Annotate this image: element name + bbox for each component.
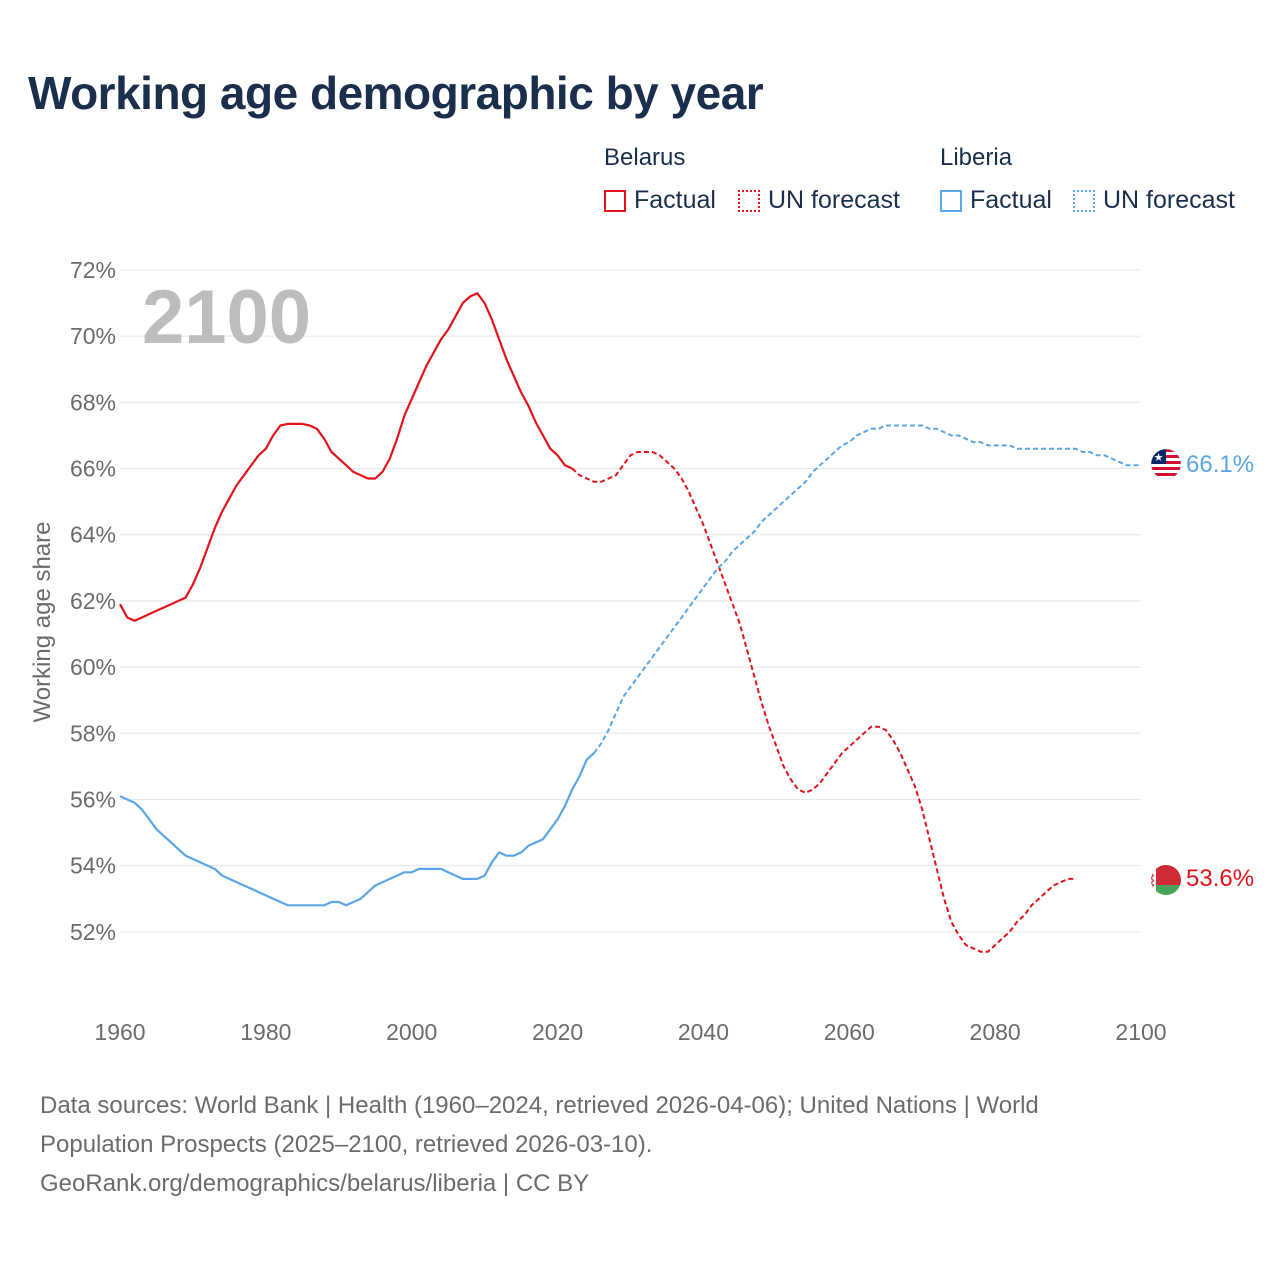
x-tick-label: 2060 xyxy=(824,1019,875,1045)
x-axis-ticks: 1960 1980 2000 2020 2040 2060 2080 2100 xyxy=(94,1019,1166,1045)
x-tick-label: 2080 xyxy=(970,1019,1021,1045)
belarus-forecast-line xyxy=(571,451,1076,953)
legend-label: UN forecast xyxy=(768,186,900,214)
belarus-end-label: 53.6% xyxy=(1186,865,1254,892)
y-tick-label: 62% xyxy=(70,588,116,614)
x-tick-label: 2000 xyxy=(386,1019,437,1045)
legend-label: Factual xyxy=(970,186,1052,214)
y-tick-label: 58% xyxy=(70,720,116,746)
legend-swatch-solid xyxy=(604,189,626,212)
legend-group-liberia: Liberia xyxy=(940,144,1013,171)
x-tick-label: 2040 xyxy=(678,1019,729,1045)
legend-belarus-forecast[interactable]: UN forecast xyxy=(738,186,900,215)
y-tick-label: 70% xyxy=(70,323,116,349)
chart-title: Working age demographic by year xyxy=(28,67,764,119)
y-tick-label: 60% xyxy=(70,654,116,680)
grid-lines xyxy=(120,269,1141,933)
svg-text:★: ★ xyxy=(1154,452,1164,464)
liberia-flag-icon: ★ xyxy=(1150,448,1182,480)
y-tick-label: 68% xyxy=(70,389,116,415)
liberia-forecast-line xyxy=(593,424,1141,754)
line-chart: 52%54%56%58%60%62%64%66%68%70%72% 1960 19… xyxy=(29,257,1254,1045)
belarus-factual-line xyxy=(119,292,573,622)
liberia-end-label: 66.1% xyxy=(1186,451,1254,478)
y-tick-label: 72% xyxy=(70,257,116,283)
data-sources: Data sources: World Bank | Health (1960–… xyxy=(40,1086,1220,1203)
legend-swatch-dotted xyxy=(738,189,760,212)
x-tick-label: 2100 xyxy=(1115,1019,1166,1045)
y-tick-label: 66% xyxy=(70,456,116,482)
legend-swatch-dotted xyxy=(1073,189,1095,212)
legend-swatch-solid xyxy=(940,189,962,212)
x-tick-label: 1960 xyxy=(94,1019,145,1045)
legend-group-belarus: Belarus xyxy=(604,144,686,171)
legend-liberia-forecast[interactable]: UN forecast xyxy=(1073,186,1235,215)
y-axis-label: Working age share xyxy=(29,522,56,723)
y-tick-label: 54% xyxy=(70,853,116,879)
legend-label: Factual xyxy=(634,186,716,214)
liberia-factual-line xyxy=(119,752,595,907)
y-tick-label: 64% xyxy=(70,522,116,548)
legend-label: UN forecast xyxy=(1103,186,1235,214)
sources-line-3[interactable]: GeoRank.org/demographics/belarus/liberia… xyxy=(40,1170,590,1197)
legend-belarus-factual[interactable]: Factual xyxy=(604,186,716,215)
y-tick-label: 56% xyxy=(70,786,116,812)
belarus-flag-icon xyxy=(1151,865,1181,895)
y-tick-label: 52% xyxy=(70,919,116,945)
y-axis-ticks: 52% 54% 56% 58% 60% 62% 64% 66% 68% 70% 72% xyxy=(70,257,116,945)
year-watermark: 2100 xyxy=(142,275,311,360)
series-lines xyxy=(119,292,1141,953)
sources-line-2: Population Prospects (2025–2100, retriev… xyxy=(40,1131,653,1158)
x-tick-label: 2020 xyxy=(532,1019,583,1045)
sources-line-1: Data sources: World Bank | Health (1960–… xyxy=(40,1092,1039,1119)
legend-liberia-factual[interactable]: Factual xyxy=(940,186,1052,215)
x-tick-label: 1980 xyxy=(240,1019,291,1045)
